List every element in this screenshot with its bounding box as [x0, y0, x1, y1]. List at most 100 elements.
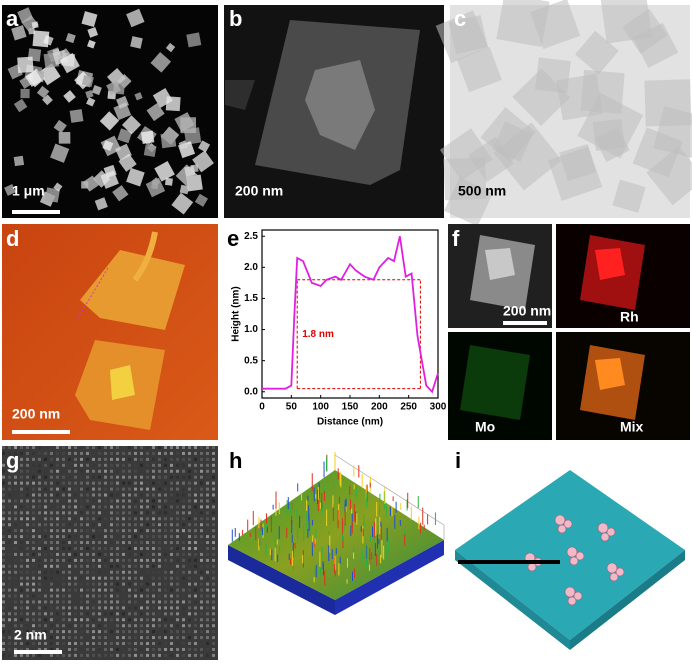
lattice-dot: [26, 529, 29, 533]
lattice-dot: [194, 475, 197, 479]
lattice-dot: [14, 564, 17, 568]
lattice-dot: [110, 546, 113, 550]
lattice-dot: [182, 582, 185, 586]
lattice-dot: [116, 481, 119, 485]
lattice-dot: [170, 541, 173, 545]
lattice-dot: [80, 576, 83, 580]
lattice-dot: [74, 612, 77, 616]
lattice-dot: [68, 570, 71, 574]
lattice-dot: [92, 552, 95, 556]
lattice-dot: [32, 576, 35, 580]
lattice-dot: [212, 511, 215, 515]
lattice-dot: [38, 564, 41, 568]
lattice-dot: [8, 475, 11, 479]
panel-label: e: [227, 226, 239, 251]
lattice-dot: [164, 582, 167, 586]
lattice-dot: [62, 517, 65, 521]
lattice-dot: [56, 529, 59, 533]
lattice-dot: [212, 535, 215, 539]
lattice-dot: [158, 642, 161, 646]
lattice-dot: [56, 523, 59, 527]
lattice-dot: [146, 594, 149, 598]
lattice-dot: [158, 600, 161, 604]
lattice-dot: [170, 493, 173, 497]
lattice-dot: [176, 636, 179, 640]
lattice-dot: [110, 457, 113, 461]
atom: [554, 514, 566, 526]
lattice-dot: [194, 594, 197, 598]
lattice-dot: [146, 463, 149, 467]
nanosheet: [130, 36, 143, 49]
lattice-dot: [110, 541, 113, 545]
lattice-dot: [2, 487, 5, 491]
lattice-dot: [104, 624, 107, 628]
lattice-dot: [2, 647, 5, 651]
lattice-dot: [38, 558, 41, 562]
lattice-dot: [38, 511, 41, 515]
lattice-dot: [14, 475, 17, 479]
lattice-dot: [122, 612, 125, 616]
lattice-dot: [8, 618, 11, 622]
lattice-dot: [86, 487, 89, 491]
lattice-dot: [80, 487, 83, 491]
lattice-dot: [170, 642, 173, 646]
lattice-dot: [74, 546, 77, 550]
lattice-dot: [152, 457, 155, 461]
map-label: Mix: [620, 419, 644, 435]
lattice-dot: [50, 618, 53, 622]
lattice-dot: [146, 546, 149, 550]
lattice-dot: [110, 517, 113, 521]
lattice-dot: [38, 505, 41, 509]
lattice-dot: [68, 594, 71, 598]
lattice-dot: [44, 653, 47, 657]
lattice-dot: [164, 546, 167, 550]
lattice-dot: [146, 529, 149, 533]
lattice-dot: [62, 469, 65, 473]
lattice-dot: [134, 558, 137, 562]
lattice-dot: [80, 642, 83, 646]
lattice-dot: [128, 636, 131, 640]
lattice-dot: [62, 588, 65, 592]
lattice-dot: [86, 541, 89, 545]
lattice-dot: [80, 600, 83, 604]
lattice-dot: [182, 511, 185, 515]
lattice-dot: [56, 624, 59, 628]
lattice-dot: [86, 475, 89, 479]
lattice-dot: [2, 446, 5, 449]
lattice-dot: [134, 499, 137, 503]
lattice-dot: [146, 493, 149, 497]
lattice-dot: [116, 523, 119, 527]
lattice-dot: [164, 552, 167, 556]
atom: [563, 519, 573, 529]
lattice-dot: [158, 469, 161, 473]
lattice-dot: [56, 618, 59, 622]
lattice-dot: [146, 647, 149, 651]
lattice-dot: [140, 576, 143, 580]
lattice-dot: [146, 582, 149, 586]
lattice-dot: [68, 505, 71, 509]
lattice-dot: [128, 564, 131, 568]
lattice-dot: [116, 612, 119, 616]
nanosheet: [141, 130, 155, 144]
lattice-dot: [14, 511, 17, 515]
lattice-dot: [170, 624, 173, 628]
lattice-dot: [32, 541, 35, 545]
lattice-dot: [146, 487, 149, 491]
lattice-dot: [206, 469, 209, 473]
lattice-dot: [104, 564, 107, 568]
lattice-dot: [164, 463, 167, 467]
lattice-dot: [44, 469, 47, 473]
lattice-dot: [26, 630, 29, 634]
lattice-dot: [104, 475, 107, 479]
lattice-dot: [104, 630, 107, 634]
lattice-dot: [122, 469, 125, 473]
lattice-dot: [74, 446, 77, 449]
lattice-dot: [122, 564, 125, 568]
lattice-dot: [134, 529, 137, 533]
nanosheet: [600, 0, 653, 44]
lattice-dot: [26, 636, 29, 640]
lattice-dot: [194, 457, 197, 461]
lattice-dot: [2, 517, 5, 521]
lattice-dot: [182, 457, 185, 461]
lattice-dot: [38, 647, 41, 651]
